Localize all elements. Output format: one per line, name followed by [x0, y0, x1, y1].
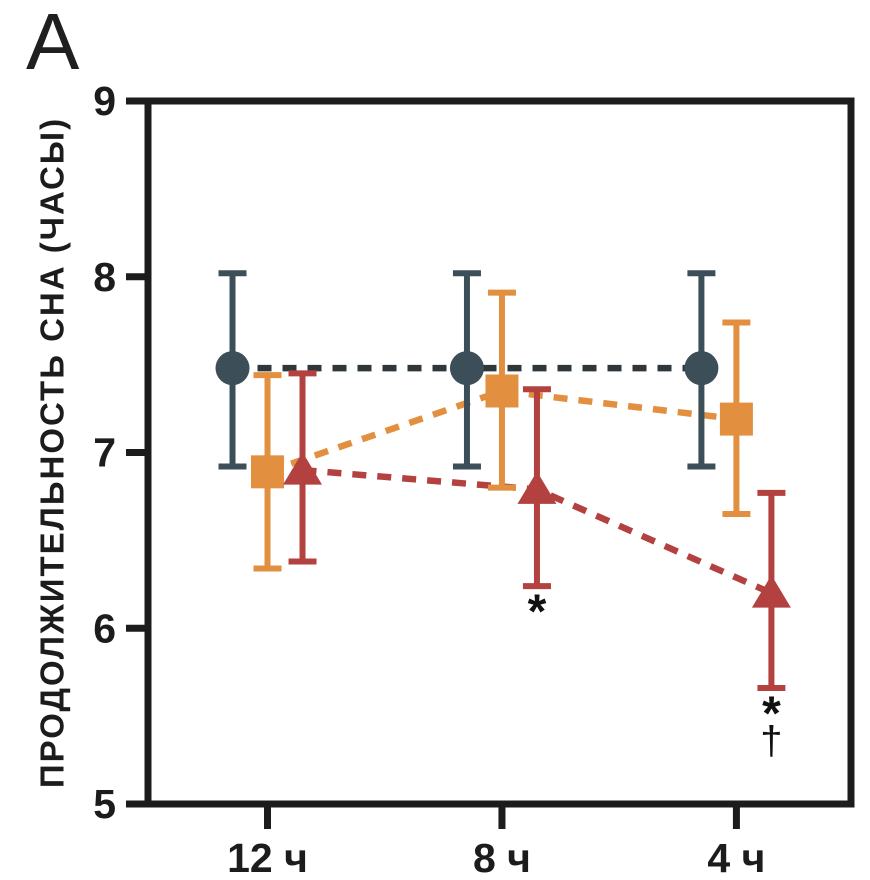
y-axis-title: ПРОДОЛЖИТЕЛЬНОСТЬ СНА (ЧАСЫ) — [34, 117, 71, 788]
x-tick-label: 12 ч — [227, 835, 308, 880]
panel-letter: A — [26, 0, 80, 86]
data-point-circle — [449, 351, 484, 386]
y-tick-label: 5 — [93, 781, 116, 827]
y-tick-label: 9 — [93, 78, 116, 124]
x-tick-label: 4 ч — [707, 835, 765, 880]
data-point-square — [719, 402, 753, 436]
y-tick-label: 6 — [93, 605, 116, 651]
significance-marker: * — [762, 688, 781, 741]
significance-marker: † — [760, 719, 782, 763]
x-tick-label: 8 ч — [473, 835, 531, 880]
data-point-circle — [215, 351, 250, 386]
significance-marker: * — [528, 586, 547, 639]
data-point-circle — [684, 351, 719, 386]
y-tick-label: 8 — [93, 254, 116, 300]
data-point-triangle — [283, 452, 323, 485]
data-point-square — [251, 455, 285, 489]
series-line-orange-square-group — [266, 387, 737, 475]
y-tick-label: 7 — [93, 430, 116, 476]
data-point-square — [485, 374, 519, 408]
data-point-triangle — [517, 471, 557, 504]
data-point-triangle — [751, 575, 791, 608]
